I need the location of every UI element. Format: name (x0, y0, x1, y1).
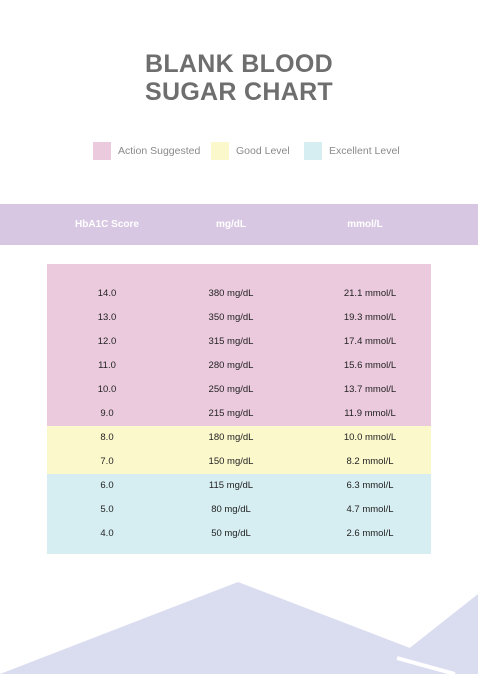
table-row: 9.0 215 mg/dL 11.9 mmol/L (47, 402, 431, 426)
legend-swatch-excellent (304, 141, 322, 160)
decorative-triangle-large (0, 582, 478, 674)
cell-mgdl: 150 mg/dL (208, 456, 254, 467)
cell-mmol: 19.3 mmol/L (343, 312, 397, 323)
decorative-divider (396, 656, 456, 674)
cell-score: 8.0 (100, 432, 114, 443)
cell-mmol: 11.9 mmol/L (344, 408, 396, 419)
cell-score: 11.0 (98, 360, 116, 371)
legend-label-action: Action Suggested (118, 144, 201, 157)
legend-swatch-action (93, 141, 111, 160)
cell-mgdl: 280 mg/dL (208, 360, 254, 371)
cell-score: 13.0 (97, 312, 117, 323)
cell-mmol: 17.4 mmol/L (343, 336, 397, 347)
page-title: BLANK BLOOD SUGAR CHART (0, 50, 478, 106)
cell-mmol: 21.1 mmol/L (343, 288, 397, 299)
cell-mmol: 15.6 mmol/L (343, 360, 397, 371)
cell-mgdl: 350 mg/dL (208, 312, 254, 323)
band-excellent-level (47, 474, 431, 554)
table-row: 11.0 280 mg/dL 15.6 mmol/L (47, 354, 431, 378)
cell-mgdl: 380 mg/dL (208, 288, 254, 299)
table-row: 7.0 150 mg/dL 8.2 mmol/L (47, 450, 431, 474)
table-row: 12.0 315 mg/dL 17.4 mmol/L (47, 330, 431, 354)
cell-mgdl: 250 mg/dL (208, 384, 254, 395)
cell-mgdl: 80 mg/dL (211, 504, 251, 515)
header-mgdl: mg/dL (216, 219, 246, 230)
table-row: 5.0 80 mg/dL 4.7 mmol/L (47, 498, 431, 522)
cell-mmol: 2.6 mmol/L (346, 528, 394, 539)
legend-item-good: Good Level (211, 141, 290, 160)
cell-score: 9.0 (100, 408, 114, 419)
table-header: HbA1C Score mg/dL mmol/L (0, 204, 478, 245)
cell-mgdl: 215 mg/dL (208, 408, 254, 419)
band-good-level (47, 426, 431, 474)
cell-score: 6.0 (100, 480, 114, 491)
table-row: 4.0 50 mg/dL 2.6 mmol/L (47, 522, 431, 546)
cell-score: 5.0 (100, 504, 114, 515)
table-row: 8.0 180 mg/dL 10.0 mmol/L (47, 426, 431, 450)
title-line-2: SUGAR CHART (144, 78, 334, 106)
legend-item-action: Action Suggested (93, 141, 200, 160)
cell-score: 7.0 (100, 456, 114, 467)
cell-mgdl: 180 mg/dL (208, 432, 254, 443)
decorative-triangles (0, 582, 478, 674)
cell-mmol: 4.7 mmol/L (346, 504, 394, 515)
band-action-suggested (47, 264, 431, 426)
header-mmol: mmol/L (347, 219, 383, 230)
cell-mmol: 13.7 mmol/L (343, 384, 397, 395)
cell-mgdl: 50 mg/dL (211, 528, 251, 539)
table-row: 14.0 380 mg/dL 21.1 mmol/L (47, 282, 431, 306)
cell-score: 4.0 (100, 528, 114, 539)
cell-mmol: 10.0 mmol/L (343, 432, 397, 443)
cell-score: 14.0 (97, 288, 117, 299)
cell-mgdl: 315 mg/dL (208, 336, 254, 347)
legend: Action Suggested Good Level Excellent Le… (0, 141, 478, 161)
decorative-triangle-right (397, 594, 478, 674)
legend-swatch-good (211, 141, 229, 160)
cell-score: 10.0 (97, 384, 117, 395)
legend-label-good: Good Level (236, 144, 290, 157)
header-hba1c: HbA1C Score (75, 219, 139, 230)
title-line-1: BLANK BLOOD (144, 50, 333, 78)
cell-mmol: 8.2 mmol/L (346, 456, 394, 467)
table-row: 10.0 250 mg/dL 13.7 mmol/L (47, 378, 431, 402)
cell-score: 12.0 (97, 336, 117, 347)
cell-mgdl: 115 mg/dL (208, 480, 254, 491)
cell-mmol: 6.3 mmol/L (346, 480, 394, 491)
legend-label-excellent: Excellent Level (329, 144, 400, 157)
table-row: 6.0 115 mg/dL 6.3 mmol/L (47, 474, 431, 498)
legend-item-excellent: Excellent Level (304, 141, 400, 160)
table-row: 13.0 350 mg/dL 19.3 mmol/L (47, 306, 431, 330)
